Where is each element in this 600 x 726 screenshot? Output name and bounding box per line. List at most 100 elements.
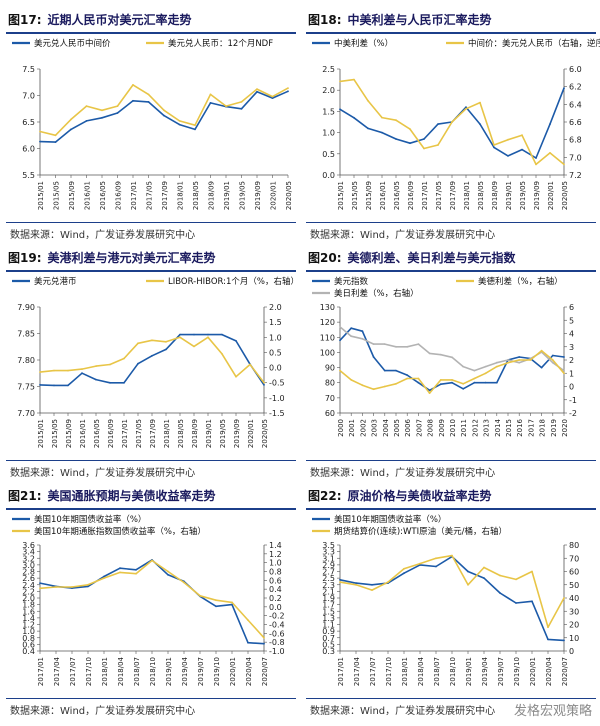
series-point bbox=[132, 84, 134, 86]
series-point bbox=[256, 90, 258, 93]
y2-tick-label: 0.5 bbox=[269, 348, 282, 357]
y2-tick-label: 5 bbox=[569, 316, 574, 325]
line-chart: 美元兑港币 LIBOR-HIBOR:1个月（%，右轴） 7.70 7.75 7.80 7.… bbox=[12, 276, 299, 448]
x-tick-label: 2017/10 bbox=[385, 657, 393, 686]
y-tick-label: 7.80 bbox=[17, 356, 35, 365]
series-point bbox=[151, 339, 153, 342]
legend-label: 期货结算价(连续):WTI原油（美元/桶，右轴） bbox=[334, 526, 507, 537]
y2-tick-label: -1.0 bbox=[269, 647, 285, 656]
series-point bbox=[551, 361, 554, 364]
series-point bbox=[67, 384, 69, 387]
series-point bbox=[137, 362, 139, 365]
y-tick-label: 0.3 bbox=[322, 647, 335, 656]
series-point bbox=[339, 108, 341, 111]
x-tick-label: 2018/09 bbox=[208, 181, 216, 210]
series-point bbox=[67, 369, 69, 372]
x-tick-label: 2015 bbox=[505, 419, 513, 437]
series-point bbox=[39, 582, 41, 584]
y-tick-label: 2.2 bbox=[22, 587, 35, 596]
series-point bbox=[381, 116, 383, 119]
x-tick-label: 2015/09 bbox=[65, 419, 73, 448]
series-point bbox=[147, 93, 150, 96]
y2-tick-label: 6.6 bbox=[569, 118, 582, 127]
series-point bbox=[54, 141, 57, 143]
x-tick-label: 2006 bbox=[404, 418, 412, 436]
series-point bbox=[495, 381, 498, 384]
y-tick-label: 1.3 bbox=[322, 614, 335, 623]
series-point bbox=[439, 353, 442, 356]
legend-label: 中美利差（%） bbox=[334, 38, 393, 49]
y2-tick-label: 20 bbox=[569, 621, 579, 630]
figure-title: 图20: 美德利差、美日利差与美元指数 bbox=[308, 246, 596, 268]
series-point bbox=[247, 619, 249, 621]
x-tick-label: 2009 bbox=[438, 419, 446, 437]
series-point bbox=[165, 348, 167, 351]
x-tick-label: 2017/01 bbox=[337, 657, 345, 686]
series-point bbox=[287, 87, 289, 89]
series-point bbox=[54, 134, 57, 137]
x-tick-label: 2020/01 bbox=[547, 181, 555, 210]
y-tick-label: 130 bbox=[320, 303, 335, 312]
y-tick-label: 1.6 bbox=[22, 607, 35, 616]
x-tick-label: 2019/07 bbox=[197, 657, 205, 686]
y-tick-label: 6.5 bbox=[22, 118, 35, 127]
series-point bbox=[256, 88, 258, 90]
series-point bbox=[428, 389, 431, 392]
y2-tick-label: 30 bbox=[569, 607, 579, 616]
series-point bbox=[507, 359, 509, 361]
series-point bbox=[221, 353, 223, 355]
title-rule bbox=[306, 270, 596, 272]
x-tick-label: 2015/01 bbox=[37, 181, 45, 210]
series-point bbox=[179, 333, 181, 336]
y2-tick-label: 3 bbox=[569, 343, 574, 352]
y2-tick-label: 6 bbox=[569, 303, 574, 312]
x-tick-label: 2018/01 bbox=[401, 657, 409, 686]
figure-title: 图18: 中美利差与人民币汇率走势 bbox=[308, 8, 596, 30]
series-point bbox=[417, 381, 420, 384]
series-point bbox=[85, 105, 88, 107]
x-tick-label: 2020/01 bbox=[247, 419, 255, 448]
series-point bbox=[179, 336, 181, 339]
series-point bbox=[419, 562, 421, 565]
series-point bbox=[515, 578, 517, 581]
y-tick-label: 0.5 bbox=[322, 640, 335, 649]
y2-tick-label: 1.5 bbox=[269, 318, 282, 327]
series-point bbox=[395, 369, 397, 372]
series-point bbox=[395, 138, 397, 140]
source-rule bbox=[6, 460, 296, 461]
series-point bbox=[209, 93, 212, 96]
source-note: 数据来源：Wind，广发证券发展研究中心 bbox=[310, 468, 496, 479]
x-tick-label: 2012 bbox=[471, 419, 479, 437]
chart-panel-fig18: 图18: 中美利差与人民币汇率走势 中美利差（%） 中间价：美元兑人民币（右轴，逆… bbox=[306, 8, 600, 246]
y-tick-label: 2.0 bbox=[322, 86, 335, 95]
y-tick-label: 1.5 bbox=[322, 607, 335, 616]
series-point bbox=[473, 369, 476, 372]
x-tick-label: 2018/09 bbox=[491, 181, 499, 210]
series-point bbox=[465, 107, 467, 110]
series-point bbox=[101, 109, 103, 112]
series-point bbox=[339, 581, 341, 583]
x-tick-label: 2016/05 bbox=[393, 181, 401, 210]
y2-tick-label: 0 bbox=[569, 647, 574, 656]
series-point bbox=[151, 559, 153, 562]
y2-tick-label: 6.0 bbox=[569, 65, 582, 74]
series-point bbox=[417, 377, 420, 380]
series-point bbox=[395, 119, 397, 122]
series-point bbox=[123, 357, 125, 360]
x-tick-label: 2017/04 bbox=[353, 656, 361, 686]
series-line bbox=[39, 336, 265, 384]
y-tick-label: 80 bbox=[325, 379, 335, 388]
x-tick-label: 2015/01 bbox=[337, 181, 345, 210]
series-point bbox=[479, 123, 481, 125]
source-rule bbox=[306, 460, 596, 461]
y-tick-label: 2.8 bbox=[22, 568, 35, 577]
series-point bbox=[87, 583, 89, 586]
line-chart: 美元指数 美德利差（%，右轴）美日利差（%，右轴）6070809010011012… bbox=[312, 276, 577, 437]
series-point bbox=[178, 120, 181, 122]
series-point bbox=[437, 144, 439, 146]
y2-tick-label: 2.0 bbox=[269, 303, 282, 312]
y2-tick-label: -0.5 bbox=[269, 379, 285, 388]
series-point bbox=[109, 363, 111, 366]
y2-tick-label: 1.2 bbox=[269, 550, 282, 559]
x-tick-label: 2003 bbox=[371, 419, 379, 437]
